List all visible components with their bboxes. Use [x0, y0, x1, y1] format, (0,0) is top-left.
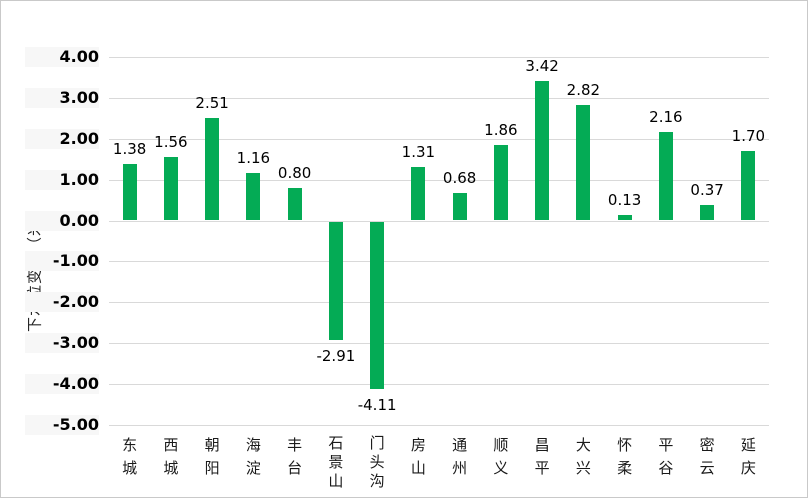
x-axis-category-label: 怀柔	[617, 438, 633, 477]
x-axis-category-label: 东城	[122, 438, 138, 477]
bar-value-label: 3.42	[525, 56, 559, 75]
bar-value-label: 2.82	[566, 81, 601, 100]
y-axis-tick-label: 3.00	[25, 88, 99, 109]
bar	[741, 151, 756, 221]
bar	[411, 167, 426, 221]
gridline	[109, 342, 769, 344]
y-axis-tick-label: -5.00	[25, 414, 99, 435]
x-axis-category-label: 通州	[452, 438, 468, 477]
x-axis-category-label: 平谷	[658, 438, 674, 477]
gridline	[109, 179, 769, 181]
bar	[493, 144, 508, 221]
bar-value-label: 0.80	[277, 163, 312, 182]
bar-value-label: -4.11	[357, 396, 397, 415]
x-axis-category-label: 朝阳	[204, 438, 220, 477]
bar	[287, 187, 302, 221]
bar-value-label: 0.68	[442, 168, 477, 187]
bar	[163, 156, 178, 221]
gridline	[109, 220, 769, 222]
bar-value-label: 2.16	[649, 108, 683, 127]
y-axis-tick-label: -1.00	[25, 251, 99, 272]
x-axis-category-label: 顺义	[493, 438, 509, 477]
bar	[658, 132, 673, 221]
gridline	[109, 302, 769, 304]
bar	[576, 105, 591, 221]
bar	[535, 80, 550, 221]
bar-value-label: 1.31	[401, 143, 436, 162]
x-axis-category-label: 密云	[699, 438, 715, 477]
bar	[452, 192, 467, 221]
bar	[205, 118, 220, 221]
bar	[122, 164, 137, 221]
bar	[700, 205, 715, 221]
y-axis-tick-label: 4.00	[25, 47, 99, 68]
bar	[617, 215, 632, 221]
x-axis-category-label: 延庆	[740, 438, 756, 477]
x-axis-category-label: 门头沟	[369, 436, 385, 490]
bar-value-label: 1.86	[484, 120, 518, 139]
x-axis-category-label: 昌平	[534, 438, 550, 477]
x-axis-category-label: 海淀	[245, 438, 261, 477]
bar-value-label: 2.51	[195, 94, 229, 113]
bar-value-label: 0.37	[690, 181, 724, 200]
bar-value-label: 1.16	[236, 149, 271, 168]
bar-value-label: 1.56	[154, 132, 188, 151]
gridline	[109, 261, 769, 263]
gridline	[109, 98, 769, 100]
gridline	[109, 383, 769, 385]
y-axis-tick-label: 1.00	[25, 169, 99, 190]
y-axis-tick-label: -3.00	[25, 332, 99, 353]
y-axis-tick-label: 0.00	[25, 210, 99, 231]
gridline	[109, 424, 769, 426]
x-axis-category-label: 西城	[163, 438, 179, 477]
y-axis-tick-label: -4.00	[25, 373, 99, 394]
x-axis-category-label: 大兴	[575, 438, 591, 477]
bar	[246, 173, 261, 221]
gridline	[109, 57, 769, 59]
bar	[328, 221, 343, 341]
y-axis-tick-label: -2.00	[25, 292, 99, 313]
x-axis-category-label: 丰台	[287, 438, 303, 477]
x-axis-category-label: 房山	[410, 438, 426, 477]
y-axis-tick-label: 2.00	[25, 128, 99, 149]
bar-value-label: 1.70	[731, 127, 766, 146]
bar-value-label: 0.13	[607, 191, 642, 210]
gridline	[109, 138, 769, 140]
bar-value-label: 1.38	[112, 140, 147, 159]
bar-value-label: -2.91	[316, 347, 356, 366]
x-axis-category-label: 石景山	[328, 436, 344, 490]
bar	[370, 221, 385, 390]
